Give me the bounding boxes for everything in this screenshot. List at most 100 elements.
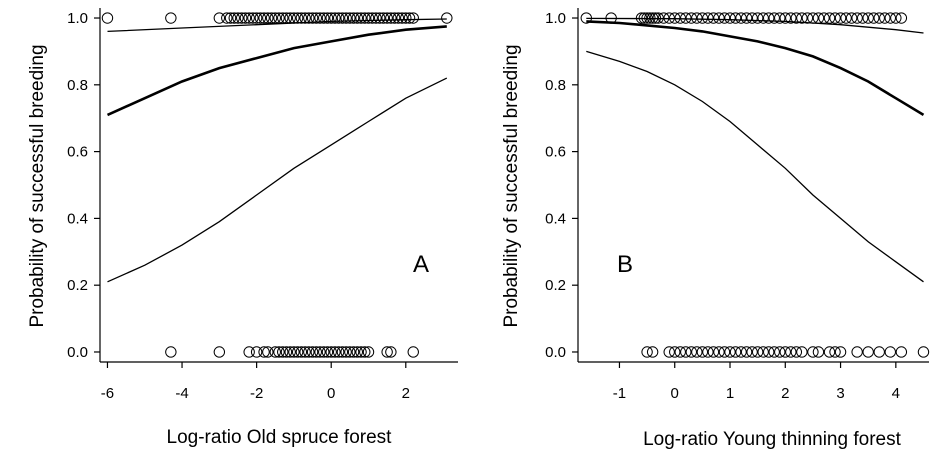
panel-a-point-success xyxy=(359,12,371,24)
panel-b-xtick-label: 4 xyxy=(892,385,900,402)
panel-b-point-success xyxy=(580,12,592,24)
panel-b-point-success xyxy=(740,12,753,24)
panel-a-point-failure xyxy=(359,346,371,358)
panel-b-point-success xyxy=(763,12,775,24)
panel-b-point-success xyxy=(884,12,897,24)
panel-b-point-success xyxy=(649,12,662,24)
panel-b-point-failure xyxy=(718,346,731,358)
panel-a-point-failure xyxy=(340,346,352,358)
panel-a-point-failure xyxy=(258,346,270,358)
panel-b-point-success xyxy=(879,12,891,24)
panel-a-point-success xyxy=(318,12,330,24)
panel-b-point-failure xyxy=(724,346,736,358)
panel-a-point-success xyxy=(325,12,337,24)
panel-a-point-success xyxy=(377,12,390,24)
panel-a-point-failure xyxy=(310,346,322,358)
panel-b-point-success xyxy=(840,12,852,24)
panel-a-point-failure xyxy=(213,346,226,358)
panel-b-point-success xyxy=(862,12,874,24)
panel-a-xtick-label: 2 xyxy=(402,385,410,402)
panel-a-point-failure xyxy=(355,346,367,358)
panel-a-point-success xyxy=(381,12,393,24)
panel-a-point-failure xyxy=(306,346,319,358)
panel-a-point-success xyxy=(336,12,349,24)
panel-a-point-failure xyxy=(273,346,285,358)
panel-a-point-success xyxy=(265,12,278,24)
panel-a-point-failure xyxy=(243,346,255,358)
panel-b-point-success xyxy=(674,12,686,24)
panel-a-point-success xyxy=(269,12,281,24)
panel-a-lower-line xyxy=(107,77,448,283)
panel-b-point-success xyxy=(746,12,758,24)
panel-a-point-failure xyxy=(407,346,419,358)
panel-b-point-failure xyxy=(685,346,698,358)
panel-a-ytick-label: 0.0 xyxy=(67,344,88,361)
panel-a-point-success xyxy=(291,12,304,24)
panel-a-point-success xyxy=(228,12,240,24)
panel-b-point-success xyxy=(669,12,681,24)
panel-b-ylabel: Probability of successful breeding xyxy=(501,44,522,327)
panel-b-ytick-label: 1.0 xyxy=(545,10,566,27)
panel-b-point-success xyxy=(856,12,869,24)
panel-b-point-failure xyxy=(862,346,874,358)
panel-a-point-success xyxy=(243,12,255,24)
panel-a-point-success xyxy=(280,12,293,24)
panel-b-point-success xyxy=(890,12,902,24)
panel-b-point-success xyxy=(635,12,648,24)
panel-b-point-success xyxy=(718,12,731,24)
panel-b-point-failure xyxy=(851,346,863,358)
panel-a-point-failure xyxy=(250,346,263,358)
panel-a-point-failure xyxy=(165,346,177,358)
panel-b-point-success xyxy=(735,12,747,24)
panel-a-point-success xyxy=(295,12,308,24)
panel-a-point-failure xyxy=(381,346,393,358)
panel-a-point-success xyxy=(101,12,114,24)
panel-a-ytick-label: 0.6 xyxy=(67,144,88,161)
panel-b-point-success xyxy=(845,12,858,24)
panel-a-point-failure xyxy=(344,346,356,358)
panel-a-xtick-label: -4 xyxy=(175,385,188,402)
panel-a-point-success xyxy=(332,12,345,24)
panel-a-point-failure xyxy=(329,346,341,358)
panel-a-point-failure xyxy=(277,346,289,358)
panel-a-point-success xyxy=(299,12,311,24)
panel-b-lower-line xyxy=(586,50,924,283)
panel-b-point-failure xyxy=(729,346,742,358)
panel-b-ytick-label: 0.2 xyxy=(545,277,566,294)
panel-b-ytick-label: 0.4 xyxy=(545,210,566,227)
panel-a-point-failure xyxy=(269,346,281,358)
panel-b: 0.0 0.2 0.4 0.6 0.8 1.0 -1 0 1 2 3 4 Probability of… xyxy=(501,8,930,450)
panel-b-point-success xyxy=(818,12,830,24)
panel-b-point-success xyxy=(729,12,742,24)
panel-b-point-failure xyxy=(779,346,791,358)
panel-a-fit-line xyxy=(106,25,447,117)
panel-b-point-success xyxy=(638,12,651,24)
panel-b-ytick-label: 0.8 xyxy=(545,77,566,94)
panel-a-xtick-label: -6 xyxy=(101,385,114,402)
panel-a-xtick-label: -2 xyxy=(250,385,263,402)
panel-a-point-success xyxy=(370,12,382,24)
panel-a-point-success xyxy=(254,12,267,24)
panel-b-point-failure xyxy=(713,346,725,358)
panel-b-xtick-label: 1 xyxy=(726,385,734,402)
panel-b-point-failure xyxy=(696,346,709,358)
panel-a-point-success xyxy=(221,12,233,24)
panel-b-point-failure xyxy=(790,346,803,358)
panel-b-point-success xyxy=(851,12,863,24)
panel-a-point-failure xyxy=(314,346,326,358)
panel-b-point-success xyxy=(829,12,841,24)
panel-a-point-failure xyxy=(385,346,397,358)
panel-b-point-success xyxy=(768,12,780,24)
panel-b-point-failure xyxy=(796,346,808,358)
panel-b-point-failure xyxy=(763,346,775,358)
panel-b-point-success xyxy=(652,12,664,24)
panel-b-point-success xyxy=(644,12,656,24)
panel-a-point-success xyxy=(250,12,263,24)
panel-b-point-failure xyxy=(774,346,786,358)
panel-b-point-success xyxy=(895,12,908,24)
panel-a-point-success xyxy=(441,12,453,24)
panel-a-point-success xyxy=(239,12,252,24)
panel-b-point-failure xyxy=(707,346,720,358)
panel-a-point-failure xyxy=(262,346,274,358)
